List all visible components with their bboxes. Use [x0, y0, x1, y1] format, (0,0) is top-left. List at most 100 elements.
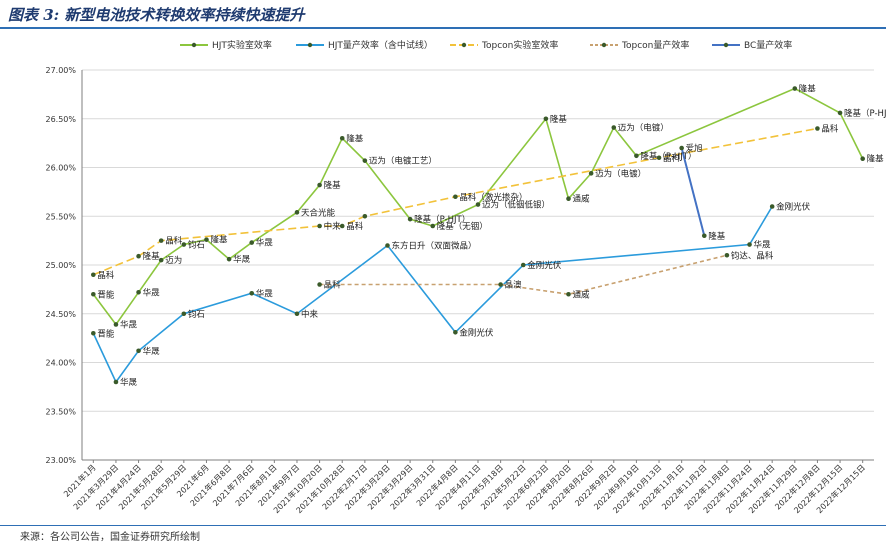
data-point-hjt_mass [294, 311, 300, 317]
data-point-hjt_lab [362, 158, 368, 163]
data-point-hjt_lab [860, 156, 865, 162]
point-label-hjt_mass: 华晟 [120, 377, 138, 388]
point-label-hjt_lab: 通威 [573, 194, 591, 205]
point-label-hjt_mass: 东方日升（双面微晶） [391, 241, 476, 252]
point-label-hjt_lab: 迈为（低铟低银） [482, 200, 550, 211]
chart-title: 图表 3: 新型电池技术转换效率持续快速提升 [8, 6, 305, 24]
series-line-topcon_lab [93, 127, 818, 276]
legend-marker-hjt_mass [307, 42, 313, 48]
y-tick-label: 25.00% [45, 261, 76, 270]
data-point-hjt_lab [339, 135, 345, 141]
data-point-hjt_lab [588, 171, 594, 176]
legend-label-topcon_mass: Topcon量产效率 [621, 39, 689, 51]
y-tick-label: 24.00% [45, 359, 76, 368]
point-label-hjt_mass: 华晟 [754, 240, 772, 251]
data-point-hjt_mass [520, 262, 526, 268]
series-lines [91, 86, 865, 385]
point-label-hjt_lab: 隆基（P-HJT） [844, 108, 886, 119]
y-tick-label: 23.00% [45, 456, 76, 465]
data-point-hjt_lab [226, 256, 232, 262]
point-label-topcon_lab: 晶科 [97, 270, 115, 281]
data-point-topcon_mass [724, 252, 730, 258]
legend-label-hjt_mass: HJT量产效率（含中试线） [328, 39, 433, 51]
point-label-hjt_lab: 隆基（P-HJT） [640, 151, 696, 162]
data-point-hjt_lab [317, 182, 322, 188]
data-point-hjt_lab [837, 110, 843, 116]
data-point-hjt_lab [430, 223, 436, 229]
point-label-hjt_lab: 迈为（电镀工艺） [369, 156, 437, 167]
data-point-hjt_lab [158, 257, 164, 263]
point-label-hjt_lab: 迈为（电镀） [618, 123, 669, 134]
point-label-hjt_lab: 隆基 [346, 133, 364, 144]
point-label-hjt_lab: 隆基（无铟） [867, 154, 886, 165]
legend-label-hjt_lab: HJT实验室效率 [212, 39, 272, 51]
point-label-hjt_lab: 钧石 [188, 240, 205, 251]
data-point-hjt_mass [136, 348, 141, 354]
point-label-topcon_mass: 晶澳 [505, 280, 523, 291]
point-label-topcon_mass: 晶科 [324, 280, 342, 291]
data-point-hjt_lab [91, 291, 96, 297]
data-point-hjt_lab [566, 196, 571, 201]
point-label-hjt_mass: 晋能 [97, 328, 115, 339]
data-point-bc_mass [679, 145, 684, 151]
data-point-hjt_lab [611, 125, 617, 130]
point-label-topcon_lab: 隆基 [143, 251, 161, 262]
point-label-hjt_lab: 华晟 [120, 319, 138, 330]
title-rule [0, 27, 886, 29]
grid-lines [82, 69, 874, 461]
axes: 23.00% 23.50% 24.00% 24.50% 25.00% 25.50% 26.0… [45, 66, 874, 515]
data-point-topcon_mass [317, 282, 322, 287]
point-label-hjt_lab: 天合光能 [301, 207, 336, 218]
point-label-hjt_lab: 隆基 [550, 114, 568, 125]
data-point-topcon_mass [566, 291, 571, 297]
data-point-topcon_lab [317, 223, 322, 229]
data-point-hjt_mass [91, 330, 96, 336]
data-point-topcon_mass [498, 282, 503, 287]
point-label-hjt_mass: 金刚光伏 [776, 202, 811, 213]
point-label-bc_mass: 爱旭 [686, 143, 704, 154]
point-label-hjt_lab: 华晟 [233, 254, 251, 265]
point-label-hjt_lab: 迈为 [165, 255, 182, 266]
data-point-hjt_lab [113, 322, 119, 327]
data-point-topcon_lab [362, 213, 368, 219]
point-label-hjt_lab: 华晟 [256, 238, 274, 249]
data-point-hjt_mass [747, 242, 752, 247]
series-line-bc_mass [680, 147, 706, 236]
data-point-topcon_lab [136, 253, 141, 259]
point-label-hjt_lab: 隆基（无铟） [437, 221, 488, 232]
data-point-hjt_lab [475, 202, 481, 207]
legend-marker-bc_mass [723, 42, 729, 48]
data-point-topcon_lab [339, 223, 345, 229]
data-point-hjt_lab [543, 116, 549, 122]
legend-marker-hjt_lab [191, 42, 197, 48]
point-label-hjt_mass: 金刚光伏 [459, 327, 494, 338]
data-point-hjt_lab [407, 216, 413, 222]
point-label-topcon_mass: 钧达、晶科 [731, 250, 774, 261]
data-point-hjt_mass [249, 290, 255, 296]
point-label-hjt_mass: 金刚光伏 [527, 260, 562, 271]
point-label-hjt_mass: 华晟 [143, 346, 161, 357]
point-label-hjt_lab: 晋能 [97, 289, 115, 300]
data-point-hjt_lab [294, 210, 300, 215]
data-point-hjt_mass [385, 243, 390, 248]
point-label-topcon_lab: 晶科 [346, 221, 364, 232]
y-tick-label: 25.50% [45, 212, 76, 221]
source-rule [0, 525, 886, 526]
data-point-hjt_mass [453, 329, 458, 335]
point-label-hjt_lab: 华晟 [143, 287, 161, 298]
point-label-topcon_lab: 晶科 [663, 153, 681, 164]
data-point-bc_mass [701, 233, 707, 239]
point-label-topcon_lab: 晶科 [821, 124, 839, 135]
y-tick-label: 24.50% [45, 310, 76, 319]
point-label-hjt_lab: 隆基（P-HJT） [414, 214, 470, 225]
y-tick-label: 27.00% [45, 66, 76, 75]
chart-plot: HJT实验室效率 HJT量产效率（含中试线） Topcon实验室效率 Topcon量产… [45, 39, 886, 515]
point-label-hjt_lab: 隆基 [799, 84, 817, 95]
data-point-topcon_lab [453, 194, 458, 200]
data-point-topcon_lab [815, 126, 820, 131]
point-label-topcon_lab: 晶科（激光掺杂） [459, 192, 527, 203]
point-label-topcon_lab: 晶科 [165, 236, 183, 247]
data-point-hjt_lab [249, 240, 255, 245]
point-label-hjt_mass: 钧石 [188, 309, 205, 320]
data-point-hjt_lab [634, 153, 639, 159]
